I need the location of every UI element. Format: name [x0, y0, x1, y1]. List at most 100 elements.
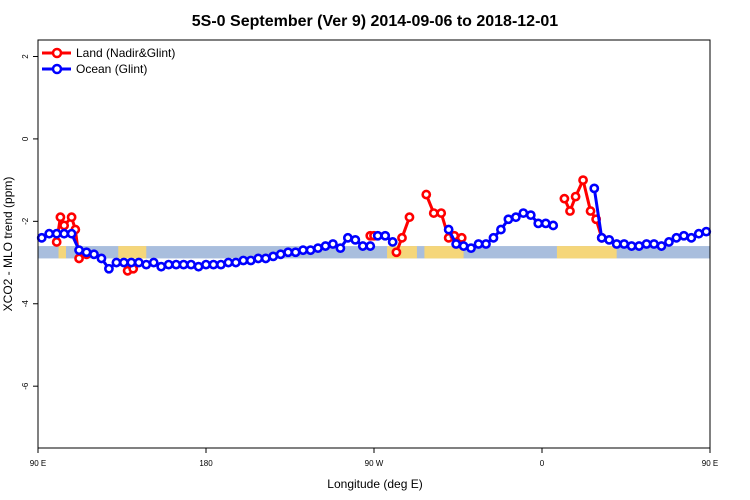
data-point-ocean	[503, 214, 514, 225]
y-tick-label: 2	[21, 54, 30, 59]
data-point-ocean	[133, 257, 144, 268]
data-point-ocean	[365, 241, 376, 251]
data-point-ocean	[701, 226, 712, 237]
data-point-ocean	[320, 241, 331, 251]
legend-item-land: Land (Nadir&Glint)	[42, 46, 175, 60]
data-point-ocean	[380, 230, 391, 241]
y-axis-ticks: 2 0 -2 -4 -6	[21, 54, 38, 390]
data-point-ocean	[678, 230, 689, 241]
data-point-ocean	[313, 243, 323, 254]
data-point-ocean	[238, 255, 249, 266]
data-point-ocean	[540, 218, 551, 229]
data-point-ocean	[641, 239, 652, 249]
data-point-land	[578, 175, 588, 186]
data-point-ocean	[59, 228, 70, 239]
data-point-ocean	[473, 239, 484, 249]
legend-marker-ocean	[51, 63, 63, 75]
data-point-ocean	[51, 228, 62, 239]
x-axis-ticks: 90 E 180 90 W 0 90 E	[30, 448, 718, 468]
chart-title: 5S-0 September (Ver 9) 2014-09-06 to 201…	[192, 13, 559, 30]
data-point-ocean	[443, 224, 454, 235]
data-point-land	[55, 212, 66, 223]
y-tick-label: -2	[21, 217, 30, 225]
data-point-ocean	[148, 257, 159, 268]
data-point-ocean	[466, 243, 476, 254]
background-band	[38, 246, 710, 259]
data-point-ocean	[548, 220, 559, 231]
legend-label-land: Land (Nadir&Glint)	[76, 46, 175, 60]
data-point-ocean	[458, 241, 469, 251]
data-point-ocean	[589, 183, 600, 194]
data-point-ocean	[510, 212, 521, 223]
data-point-ocean	[156, 261, 167, 272]
data-point-land	[436, 208, 447, 218]
data-point-ocean	[693, 228, 704, 239]
data-point-ocean	[193, 261, 204, 272]
data-point-ocean	[178, 259, 189, 270]
data-point-ocean	[387, 237, 398, 247]
data-point-ocean	[66, 228, 77, 239]
data-point-ocean	[488, 232, 499, 243]
data-point-ocean	[664, 237, 674, 247]
data-point-ocean	[96, 253, 107, 264]
data-point-ocean	[141, 259, 152, 270]
data-point-land	[570, 191, 581, 202]
data-point-ocean	[328, 239, 338, 249]
data-point-ocean	[350, 234, 361, 245]
data-point-ocean	[335, 243, 346, 254]
data-point-ocean	[525, 210, 536, 221]
data-point-ocean	[283, 247, 294, 258]
x-tick-label: 90 E	[30, 459, 46, 468]
data-point-land	[456, 232, 467, 243]
data-point-ocean	[656, 241, 667, 251]
x-tick-label: 90 W	[365, 459, 384, 468]
x-axis-label: Longitude (deg E)	[327, 477, 422, 491]
data-point-ocean	[481, 239, 491, 249]
data-point-ocean	[649, 239, 659, 249]
y-tick-label: 0	[21, 136, 30, 141]
data-point-ocean	[208, 259, 219, 270]
data-point-ocean	[533, 218, 544, 229]
data-point-ocean	[596, 232, 607, 243]
y-tick-label: -4	[21, 300, 30, 308]
data-point-ocean	[89, 249, 99, 260]
data-point-ocean	[626, 241, 637, 251]
land-band-segment	[118, 246, 147, 259]
y-axis-label: XCO2 - MLO trend (ppm)	[1, 177, 15, 312]
data-point-land	[585, 206, 596, 216]
data-point-land	[59, 220, 70, 231]
data-point-land	[397, 232, 407, 243]
data-point-ocean	[305, 245, 316, 256]
data-point-ocean	[81, 247, 92, 258]
land-band-segment	[424, 246, 464, 259]
data-point-ocean	[290, 247, 301, 258]
land-band-segment	[58, 246, 66, 259]
x-tick-label: 90 E	[702, 459, 718, 468]
data-point-land	[565, 206, 575, 216]
data-point-ocean	[104, 263, 114, 274]
data-point-ocean	[372, 230, 383, 241]
data-point-land	[51, 237, 62, 247]
data-point-ocean	[611, 239, 622, 249]
data-point-ocean	[216, 259, 226, 270]
data-point-ocean	[230, 257, 241, 268]
data-point-land	[66, 212, 77, 223]
data-point-ocean	[74, 245, 84, 256]
data-point-ocean	[260, 253, 271, 264]
data-point-land	[559, 193, 570, 204]
x-tick-label: 0	[540, 459, 545, 468]
data-point-ocean	[36, 232, 47, 243]
legend-label-ocean: Ocean (Glint)	[76, 62, 147, 76]
data-point-ocean	[118, 257, 129, 268]
data-point-ocean	[634, 241, 644, 251]
data-point-ocean	[268, 251, 279, 262]
legend-item-ocean: Ocean (Glint)	[42, 62, 147, 76]
data-point-ocean	[275, 249, 286, 260]
data-point-ocean	[44, 228, 55, 239]
data-point-land	[428, 208, 439, 218]
data-point-ocean	[518, 208, 529, 218]
series-ocean	[36, 183, 712, 274]
data-point-ocean	[171, 259, 182, 270]
data-point-land	[404, 212, 415, 223]
